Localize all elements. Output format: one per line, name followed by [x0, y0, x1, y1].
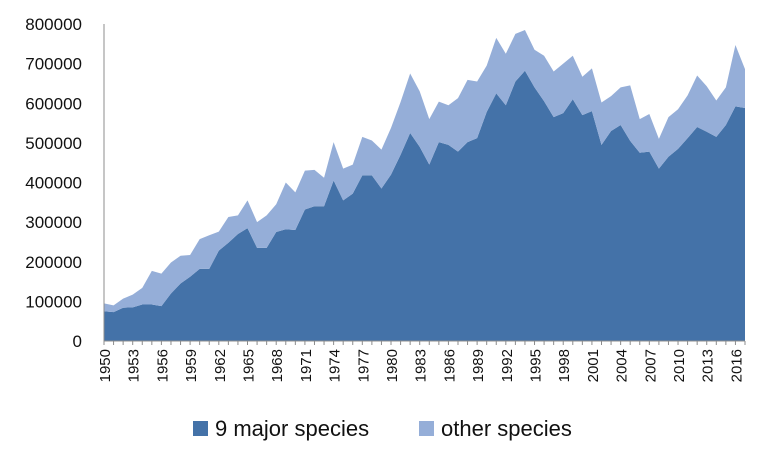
x-tick-label: 1968	[269, 349, 286, 382]
legend-swatch	[419, 421, 434, 436]
x-tick-label: 1989	[470, 349, 487, 382]
y-tick-label: 200000	[25, 253, 82, 272]
x-tick-label: 1959	[183, 349, 200, 382]
x-tick-label: 1983	[413, 349, 430, 382]
x-tick-label: 1956	[154, 349, 171, 382]
x-tick-label: 1977	[355, 349, 372, 382]
x-tick-label: 1962	[212, 349, 229, 382]
y-tick-label: 500000	[25, 134, 82, 153]
plot-areas	[104, 29, 745, 341]
x-tick-label: 2013	[700, 349, 717, 382]
x-tick-label: 1953	[126, 349, 143, 382]
y-tick-label: 700000	[25, 55, 82, 74]
legend-label: other species	[441, 416, 572, 441]
x-tick-label: 1995	[528, 349, 545, 382]
x-tick-label: 2016	[728, 349, 745, 382]
y-axis-tick-labels: 0 100000 200000 300000 400000 500000 600000 700…	[25, 15, 82, 351]
legend-swatch	[193, 421, 208, 436]
x-tick-label: 1971	[298, 349, 315, 382]
x-tick-label: 1992	[499, 349, 516, 382]
y-tick-label: 300000	[25, 213, 82, 232]
y-tick-label: 100000	[25, 292, 82, 311]
x-tick-label: 2010	[671, 349, 688, 382]
x-tick-label: 1965	[241, 349, 258, 382]
x-tick-label: 1998	[556, 349, 573, 382]
y-tick-label: 0	[73, 332, 82, 351]
x-tick-label: 1974	[327, 349, 344, 382]
x-tick-label: 1950	[97, 349, 114, 382]
area-series-1	[104, 29, 745, 313]
y-tick-label: 600000	[25, 94, 82, 113]
x-axis-tick-labels: 1950 1953 1956 1959 1962 1965 1968 1971 1974 1977…	[97, 341, 746, 382]
legend-label: 9 major species	[215, 416, 369, 441]
axes	[103, 24, 745, 342]
x-tick-label: 2001	[585, 349, 602, 382]
x-tick-label: 1980	[384, 349, 401, 382]
legend: 9 major species other species	[193, 416, 572, 441]
y-tick-label: 400000	[25, 174, 82, 193]
x-tick-label: 2007	[642, 349, 659, 382]
x-tick-label: 1986	[441, 349, 458, 382]
y-tick-label: 800000	[25, 15, 82, 34]
area-series-0	[104, 70, 745, 341]
x-tick-label: 2004	[614, 349, 631, 382]
